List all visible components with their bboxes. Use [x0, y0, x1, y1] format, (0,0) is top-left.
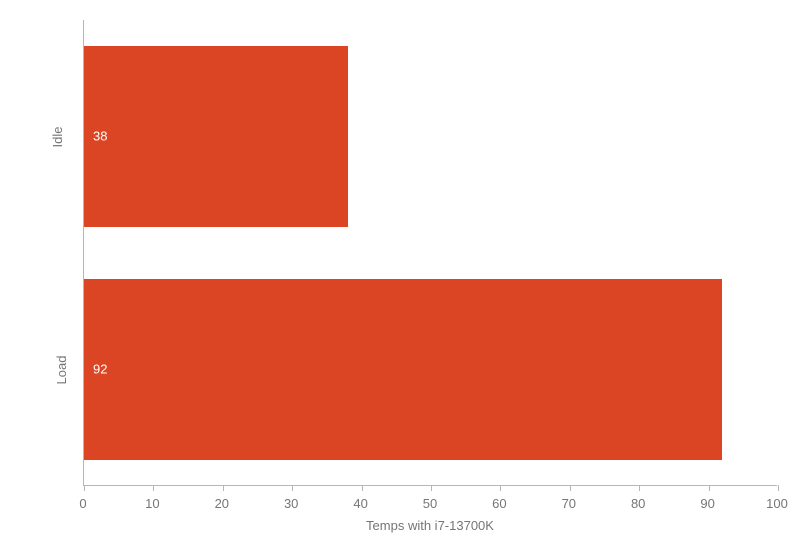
x-tick-line [153, 485, 154, 491]
x-tick-line [292, 485, 293, 491]
x-tick-label: 30 [284, 496, 298, 511]
bar-value-load: 92 [84, 362, 107, 377]
x-tick-line [431, 485, 432, 491]
plot-area: 38 92 [83, 20, 777, 486]
y-category-load: Load [54, 355, 69, 384]
x-tick-label: 60 [492, 496, 506, 511]
bar-idle: 38 [84, 46, 348, 228]
x-tick-line [778, 485, 779, 491]
x-tick-label: 40 [353, 496, 367, 511]
bar-load: 92 [84, 279, 722, 461]
x-tick-label: 0 [79, 496, 86, 511]
x-tick-label: 20 [215, 496, 229, 511]
x-tick-line [570, 485, 571, 491]
y-category-idle: Idle [50, 126, 65, 147]
x-tick-label: 70 [562, 496, 576, 511]
x-tick-label: 100 [766, 496, 788, 511]
x-tick-line [84, 485, 85, 491]
x-tick-line [639, 485, 640, 491]
x-tick-label: 10 [145, 496, 159, 511]
x-tick-label: 80 [631, 496, 645, 511]
x-tick-line [500, 485, 501, 491]
x-tick-line [223, 485, 224, 491]
temperature-bar-chart: 38 92 Temps with i7-13700K Idle Load 0 10 20 3… [0, 0, 800, 548]
x-axis-label: Temps with i7-13700K [83, 518, 777, 533]
x-tick-line [362, 485, 363, 491]
bar-value-idle: 38 [84, 129, 107, 144]
x-tick-label: 90 [700, 496, 714, 511]
x-tick-line [709, 485, 710, 491]
x-tick-label: 50 [423, 496, 437, 511]
